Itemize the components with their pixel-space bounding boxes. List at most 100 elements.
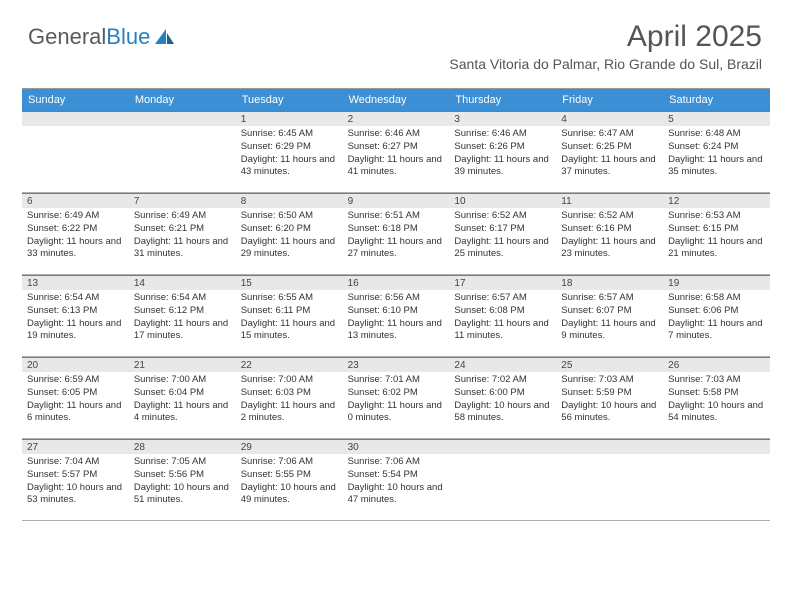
cell-body: Sunrise: 6:46 AMSunset: 6:26 PMDaylight:… [449, 126, 556, 183]
day-number: 20 [22, 357, 129, 372]
daylight-text: Daylight: 11 hours and 39 minutes. [454, 154, 551, 180]
daylight-text: Daylight: 10 hours and 49 minutes. [241, 482, 338, 508]
calendar-cell [663, 439, 770, 521]
day-number: 5 [663, 111, 770, 126]
day-header: Thursday [449, 89, 556, 111]
day-header: Wednesday [343, 89, 450, 111]
day-header: Monday [129, 89, 236, 111]
day-number: 9 [343, 193, 450, 208]
sunrise-text: Sunrise: 6:57 AM [454, 292, 551, 305]
cell-body: Sunrise: 6:56 AMSunset: 6:10 PMDaylight:… [343, 290, 450, 347]
logo-sail-icon [154, 28, 176, 46]
sunrise-text: Sunrise: 6:54 AM [27, 292, 124, 305]
cell-body: Sunrise: 6:48 AMSunset: 6:24 PMDaylight:… [663, 126, 770, 183]
day-number: 6 [22, 193, 129, 208]
daylight-text: Daylight: 11 hours and 13 minutes. [348, 318, 445, 344]
day-number [129, 111, 236, 126]
day-header: Friday [556, 89, 663, 111]
sunset-text: Sunset: 5:55 PM [241, 469, 338, 482]
day-number: 8 [236, 193, 343, 208]
daylight-text: Daylight: 11 hours and 0 minutes. [348, 400, 445, 426]
cell-body: Sunrise: 6:54 AMSunset: 6:12 PMDaylight:… [129, 290, 236, 347]
day-number: 30 [343, 439, 450, 454]
daylight-text: Daylight: 11 hours and 4 minutes. [134, 400, 231, 426]
calendar-cell: 18Sunrise: 6:57 AMSunset: 6:07 PMDayligh… [556, 275, 663, 357]
calendar-cell: 29Sunrise: 7:06 AMSunset: 5:55 PMDayligh… [236, 439, 343, 521]
daylight-text: Daylight: 11 hours and 43 minutes. [241, 154, 338, 180]
day-number: 17 [449, 275, 556, 290]
sunset-text: Sunset: 6:24 PM [668, 141, 765, 154]
day-number: 1 [236, 111, 343, 126]
daylight-text: Daylight: 11 hours and 25 minutes. [454, 236, 551, 262]
sunset-text: Sunset: 6:16 PM [561, 223, 658, 236]
brand-logo: GeneralBlue [28, 24, 176, 50]
cell-body: Sunrise: 6:49 AMSunset: 6:22 PMDaylight:… [22, 208, 129, 265]
cell-body: Sunrise: 7:01 AMSunset: 6:02 PMDaylight:… [343, 372, 450, 429]
calendar-cell: 25Sunrise: 7:03 AMSunset: 5:59 PMDayligh… [556, 357, 663, 439]
sunrise-text: Sunrise: 6:49 AM [134, 210, 231, 223]
sunset-text: Sunset: 6:08 PM [454, 305, 551, 318]
sunrise-text: Sunrise: 6:46 AM [454, 128, 551, 141]
daylight-text: Daylight: 10 hours and 51 minutes. [134, 482, 231, 508]
cell-body [129, 126, 236, 132]
daylight-text: Daylight: 10 hours and 47 minutes. [348, 482, 445, 508]
sunrise-text: Sunrise: 7:03 AM [561, 374, 658, 387]
page-header: April 2025 Santa Vitoria do Palmar, Rio … [449, 20, 762, 72]
day-number: 27 [22, 439, 129, 454]
sunset-text: Sunset: 6:22 PM [27, 223, 124, 236]
sunset-text: Sunset: 6:13 PM [27, 305, 124, 318]
sunrise-text: Sunrise: 7:00 AM [241, 374, 338, 387]
sunset-text: Sunset: 6:07 PM [561, 305, 658, 318]
sunrise-text: Sunrise: 6:55 AM [241, 292, 338, 305]
calendar-cell: 21Sunrise: 7:00 AMSunset: 6:04 PMDayligh… [129, 357, 236, 439]
sunrise-text: Sunrise: 6:47 AM [561, 128, 658, 141]
sunset-text: Sunset: 6:20 PM [241, 223, 338, 236]
sunset-text: Sunset: 6:06 PM [668, 305, 765, 318]
sunrise-text: Sunrise: 6:48 AM [668, 128, 765, 141]
day-number: 10 [449, 193, 556, 208]
daylight-text: Daylight: 10 hours and 56 minutes. [561, 400, 658, 426]
cell-body: Sunrise: 6:52 AMSunset: 6:17 PMDaylight:… [449, 208, 556, 265]
calendar-cell: 22Sunrise: 7:00 AMSunset: 6:03 PMDayligh… [236, 357, 343, 439]
calendar-cell: 30Sunrise: 7:06 AMSunset: 5:54 PMDayligh… [343, 439, 450, 521]
sunset-text: Sunset: 6:27 PM [348, 141, 445, 154]
sunset-text: Sunset: 6:17 PM [454, 223, 551, 236]
page-subtitle: Santa Vitoria do Palmar, Rio Grande do S… [449, 56, 762, 72]
day-number: 23 [343, 357, 450, 372]
day-number: 28 [129, 439, 236, 454]
cell-body: Sunrise: 6:47 AMSunset: 6:25 PMDaylight:… [556, 126, 663, 183]
sunrise-text: Sunrise: 7:04 AM [27, 456, 124, 469]
sunrise-text: Sunrise: 6:54 AM [134, 292, 231, 305]
calendar-cell: 12Sunrise: 6:53 AMSunset: 6:15 PMDayligh… [663, 193, 770, 275]
daylight-text: Daylight: 10 hours and 58 minutes. [454, 400, 551, 426]
cell-body: Sunrise: 7:02 AMSunset: 6:00 PMDaylight:… [449, 372, 556, 429]
logo-text-2: Blue [106, 24, 150, 50]
day-number: 14 [129, 275, 236, 290]
sunset-text: Sunset: 6:00 PM [454, 387, 551, 400]
daylight-text: Daylight: 11 hours and 31 minutes. [134, 236, 231, 262]
logo-text-1: General [28, 24, 106, 50]
calendar-cell: 24Sunrise: 7:02 AMSunset: 6:00 PMDayligh… [449, 357, 556, 439]
sunset-text: Sunset: 6:15 PM [668, 223, 765, 236]
sunrise-text: Sunrise: 7:02 AM [454, 374, 551, 387]
cell-body [556, 454, 663, 460]
day-number: 16 [343, 275, 450, 290]
day-header: Tuesday [236, 89, 343, 111]
calendar-cell: 3Sunrise: 6:46 AMSunset: 6:26 PMDaylight… [449, 111, 556, 193]
sunrise-text: Sunrise: 6:45 AM [241, 128, 338, 141]
daylight-text: Daylight: 11 hours and 6 minutes. [27, 400, 124, 426]
sunrise-text: Sunrise: 6:56 AM [348, 292, 445, 305]
daylight-text: Daylight: 11 hours and 17 minutes. [134, 318, 231, 344]
sunset-text: Sunset: 6:03 PM [241, 387, 338, 400]
cell-body: Sunrise: 7:06 AMSunset: 5:55 PMDaylight:… [236, 454, 343, 511]
day-number: 19 [663, 275, 770, 290]
sunset-text: Sunset: 6:25 PM [561, 141, 658, 154]
cell-body [663, 454, 770, 460]
sunrise-text: Sunrise: 7:06 AM [241, 456, 338, 469]
calendar-cell [556, 439, 663, 521]
cell-body: Sunrise: 6:59 AMSunset: 6:05 PMDaylight:… [22, 372, 129, 429]
calendar-cell: 19Sunrise: 6:58 AMSunset: 6:06 PMDayligh… [663, 275, 770, 357]
daylight-text: Daylight: 11 hours and 41 minutes. [348, 154, 445, 180]
sunset-text: Sunset: 6:26 PM [454, 141, 551, 154]
calendar-cell: 5Sunrise: 6:48 AMSunset: 6:24 PMDaylight… [663, 111, 770, 193]
